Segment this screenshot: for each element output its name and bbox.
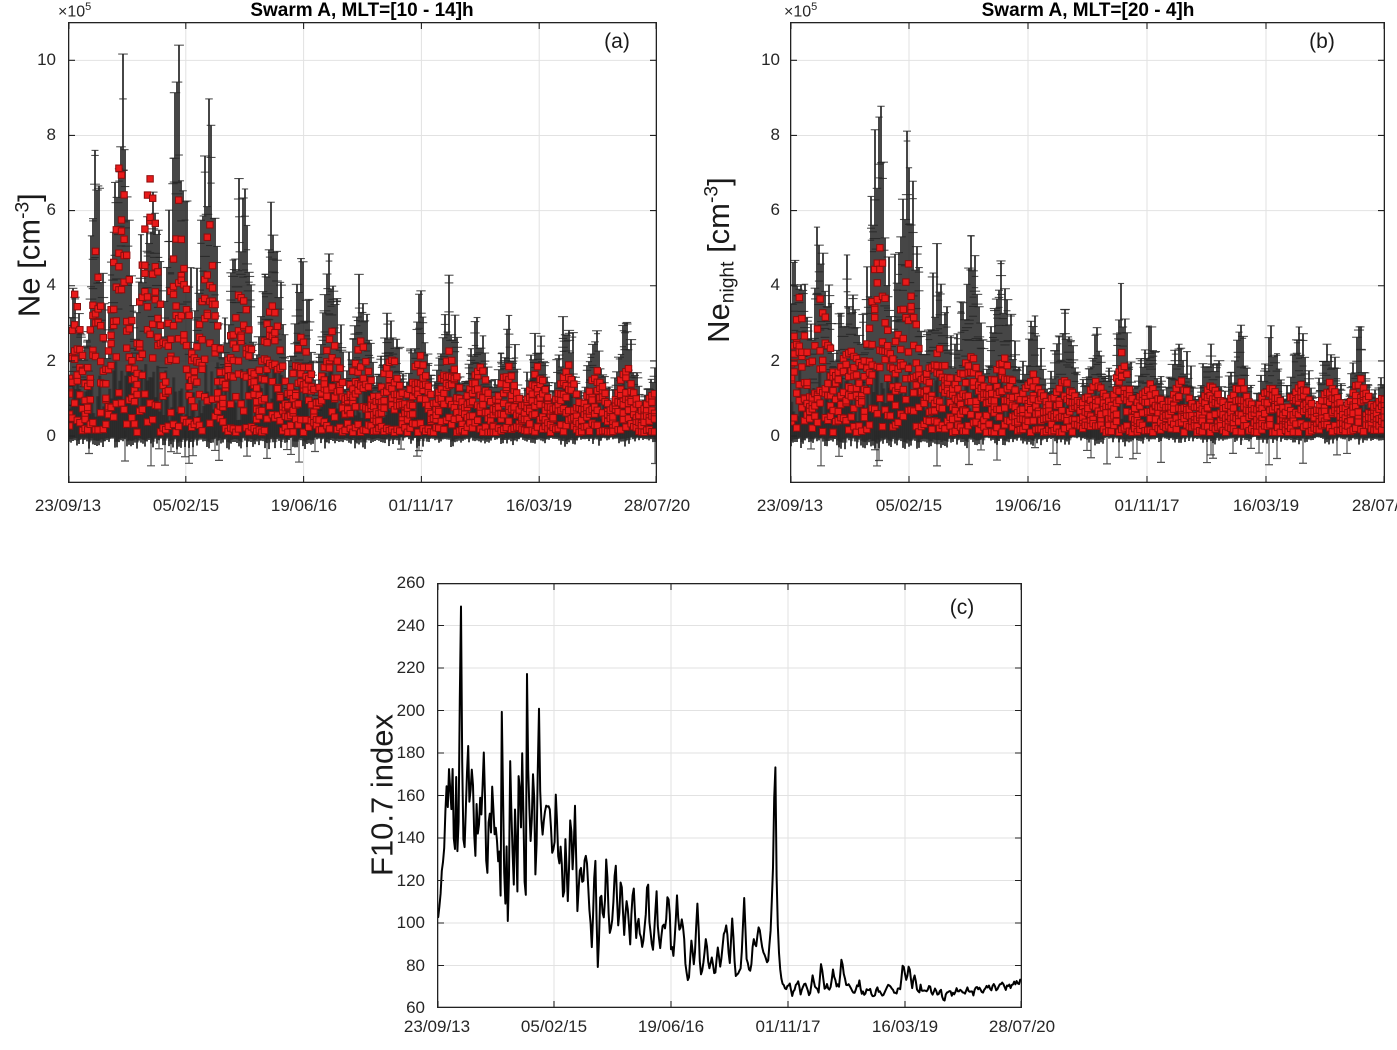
panel-c-annotation: (c) bbox=[949, 596, 975, 619]
panel-c-ytick: 140 bbox=[396, 828, 425, 847]
panel-a-ytick: 6 bbox=[46, 200, 56, 219]
panel-a-title: Swarm A, MLT=[10 - 14]h bbox=[250, 0, 474, 21]
panel-b-ytick: 0 bbox=[770, 426, 780, 445]
panel-a-ytick: 8 bbox=[46, 125, 56, 144]
panel-a-xtick: 19/06/16 bbox=[270, 496, 338, 515]
panel-a-ytick: 2 bbox=[46, 351, 56, 370]
panel-b-xtick: 16/03/19 bbox=[1232, 496, 1300, 515]
panel-c-xtick: 05/02/15 bbox=[520, 1017, 588, 1036]
panel-b-ylabel: Nenight [cm-3] bbox=[700, 177, 739, 343]
panel-b-ytick: 6 bbox=[770, 200, 780, 219]
panel-a-xtick: 28/07/20 bbox=[623, 496, 691, 515]
panel-c-xtick: 19/06/16 bbox=[637, 1017, 705, 1036]
panel-b-exponent-label: ×105 bbox=[784, 1, 818, 21]
panel-c-plot-canvas bbox=[437, 583, 1022, 1008]
panel-b-ytick: 2 bbox=[770, 351, 780, 370]
panel-c-ytick: 80 bbox=[406, 956, 425, 975]
panel-c-ytick: 220 bbox=[396, 658, 425, 677]
panel-c: F10.7 index 260 240 220 200 180 160 140 … bbox=[0, 540, 1397, 1050]
panel-a-exponent-label: ×105 bbox=[58, 1, 92, 21]
panel-c-ytick: 100 bbox=[396, 913, 425, 932]
panel-b-ytick: 10 bbox=[761, 50, 780, 69]
panel-a-ytick: 4 bbox=[46, 275, 56, 294]
panel-b-ytick: 8 bbox=[770, 125, 780, 144]
panel-b-xtick: 28/07/20 bbox=[1351, 496, 1397, 515]
panel-b-ytick: 4 bbox=[770, 275, 780, 294]
panel-c-ytick: 160 bbox=[396, 786, 425, 805]
panel-b-xtick: 05/02/15 bbox=[875, 496, 943, 515]
panel-c-ytick: 240 bbox=[396, 616, 425, 635]
panel-b-plot-canvas bbox=[790, 22, 1385, 483]
panel-c-ytick: 200 bbox=[396, 701, 425, 720]
panel-a-ytick: 0 bbox=[46, 426, 56, 445]
panel-b-title: Swarm A, MLT=[20 - 4]h bbox=[981, 0, 1195, 21]
panel-b-xtick: 01/11/17 bbox=[1114, 496, 1180, 515]
panel-c-ytick: 180 bbox=[396, 743, 425, 762]
panel-a-ytick: 10 bbox=[37, 50, 56, 69]
panel-b: Swarm A, MLT=[20 - 4]h ×105 Nenight [cm-… bbox=[700, 0, 1397, 535]
panel-c-xtick: 01/11/17 bbox=[755, 1017, 821, 1036]
panel-a-ylabel: Ne [cm-3] bbox=[11, 193, 47, 318]
panel-a-xtick: 16/03/19 bbox=[505, 496, 573, 515]
panel-b-xtick: 19/06/16 bbox=[994, 496, 1062, 515]
panel-a: Swarm A, MLT=[10 - 14]h ×105 Ne [cm-3] 1… bbox=[0, 0, 700, 535]
panel-c-ytick: 120 bbox=[396, 871, 425, 890]
panel-b-annotation: (b) bbox=[1309, 30, 1335, 53]
panel-c-xtick: 23/09/13 bbox=[403, 1017, 471, 1036]
panel-a-plot-canvas bbox=[68, 22, 657, 483]
panel-a-xtick: 01/11/17 bbox=[388, 496, 454, 515]
panel-c-ytick: 60 bbox=[406, 998, 425, 1017]
panel-c-xtick: 16/03/19 bbox=[871, 1017, 939, 1036]
panel-a-annotation: (a) bbox=[604, 30, 630, 53]
panel-a-xtick: 23/09/13 bbox=[34, 496, 102, 515]
panel-b-xtick: 23/09/13 bbox=[756, 496, 824, 515]
panel-c-xtick: 28/07/20 bbox=[988, 1017, 1056, 1036]
panel-a-xtick: 05/02/15 bbox=[152, 496, 220, 515]
panel-c-ytick: 260 bbox=[396, 573, 425, 592]
